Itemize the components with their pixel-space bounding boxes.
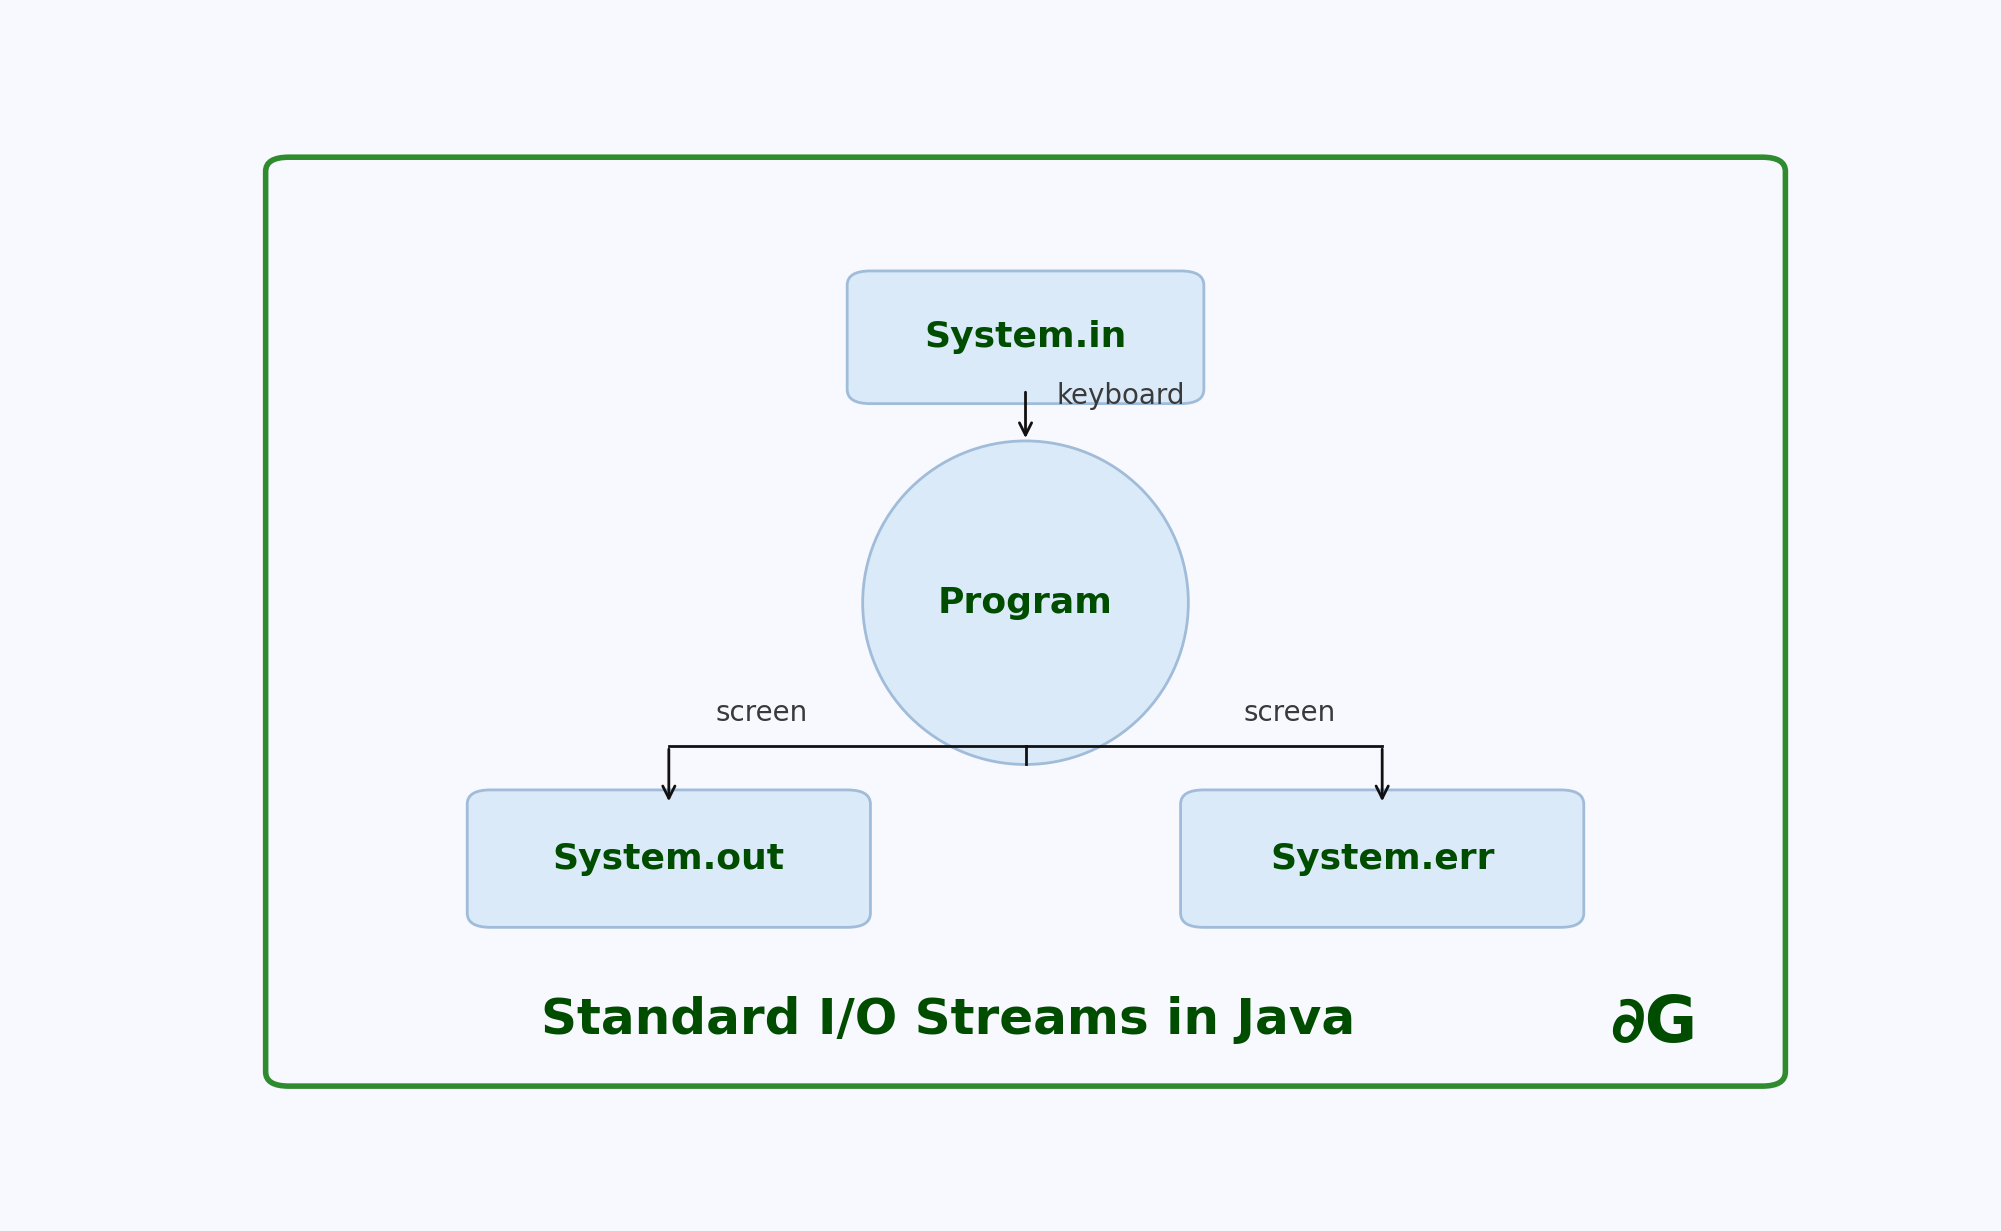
FancyBboxPatch shape <box>846 271 1205 404</box>
Text: screen: screen <box>716 699 808 728</box>
Text: Standard I/O Streams in Java: Standard I/O Streams in Java <box>540 996 1355 1044</box>
Text: System.in: System.in <box>924 320 1127 355</box>
Text: ∂G: ∂G <box>1611 993 1697 1055</box>
Text: System.err: System.err <box>1271 842 1495 875</box>
FancyBboxPatch shape <box>468 790 870 927</box>
FancyBboxPatch shape <box>1181 790 1585 927</box>
Text: screen: screen <box>1243 699 1335 728</box>
Text: keyboard: keyboard <box>1057 382 1185 410</box>
Text: System.out: System.out <box>552 842 784 875</box>
FancyBboxPatch shape <box>266 158 1785 1086</box>
Ellipse shape <box>862 441 1189 764</box>
Text: Program: Program <box>938 586 1113 619</box>
